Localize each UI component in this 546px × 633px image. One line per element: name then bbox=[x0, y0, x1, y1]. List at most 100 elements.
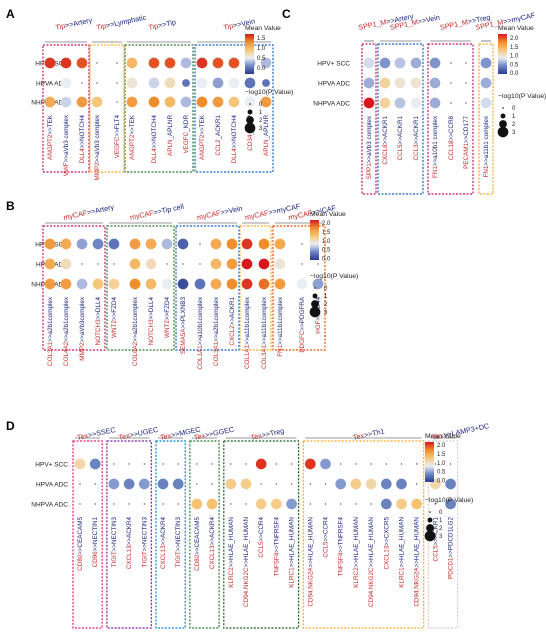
color-legend-tick: 1.0 bbox=[257, 46, 266, 52]
dot bbox=[92, 278, 104, 290]
group-frame bbox=[72, 440, 103, 629]
ligand-label: KLRC1 bbox=[289, 567, 296, 588]
receptor-label: _APLNR bbox=[263, 115, 270, 141]
group-header-cell: Tex bbox=[193, 431, 206, 442]
receptor-label: _KDR bbox=[183, 115, 190, 133]
ligand-label: TNFSF4 bbox=[273, 552, 280, 576]
size-legend-tick: 2 bbox=[512, 122, 516, 128]
ligand-label: CCL5 bbox=[323, 541, 330, 558]
ligand-label: CD94.NKG2C bbox=[243, 567, 250, 607]
receptor-label: >>ACKR4 bbox=[209, 517, 216, 546]
color-legend-tick: 0.5 bbox=[322, 248, 331, 254]
column-label: CD80>>CEACAM5 bbox=[194, 517, 201, 571]
column-label: COL3A1>>a2b1complex bbox=[47, 296, 54, 366]
dot bbox=[274, 258, 286, 270]
receptor-label: >>FZD4 bbox=[111, 297, 118, 321]
group-header: Tex>>SSEC bbox=[76, 425, 116, 442]
dot bbox=[226, 238, 238, 250]
ligand-label: CXCL8 bbox=[382, 144, 389, 165]
dot bbox=[44, 57, 56, 69]
size-legend-dot bbox=[429, 511, 431, 513]
dot bbox=[258, 258, 270, 270]
group-frame bbox=[175, 225, 240, 351]
dot-insignificant bbox=[79, 483, 81, 485]
dot-insignificant bbox=[162, 463, 164, 465]
receptor-label: >>a2b1complex bbox=[132, 296, 139, 342]
color-legend-tick: 0.0 bbox=[322, 256, 331, 262]
ligand-label: HGF bbox=[315, 320, 322, 333]
dot-insignificant bbox=[94, 503, 96, 505]
dot-insignificant bbox=[79, 503, 81, 505]
receptor-label: >>ACKR1 bbox=[229, 297, 236, 326]
dot bbox=[126, 77, 138, 89]
receptor-label: >>HLAE_HUMAN bbox=[243, 517, 250, 568]
dot-insignificant bbox=[275, 463, 278, 465]
group-header-cell: SPP1_M bbox=[358, 17, 388, 32]
size-legend-tick: 0 bbox=[324, 286, 328, 292]
ligand-label: CCL5 bbox=[432, 545, 439, 562]
dot bbox=[92, 238, 104, 250]
ligand-label: COL3A1 bbox=[261, 344, 268, 369]
dot-insignificant bbox=[96, 82, 98, 84]
group-header-target: >>Lymphatic bbox=[105, 13, 147, 30]
group-header-cell: Tip bbox=[55, 21, 66, 32]
column-label: KLRC1>>HLAE_HUMAN bbox=[289, 517, 296, 588]
dot bbox=[76, 96, 88, 108]
receptor-label: >>TEK bbox=[47, 114, 54, 134]
dot-insignificant bbox=[450, 62, 452, 64]
receptor-label: >>TEK bbox=[129, 114, 136, 134]
ligand-label: TIGIT bbox=[111, 551, 118, 567]
receptor-label: >>HLAE_HUMAN bbox=[399, 517, 406, 568]
column-label: TIGIT>>NECTIN3 bbox=[175, 517, 182, 568]
ligand-label: FN1 bbox=[432, 166, 439, 178]
group-header: Tip>>Lymphatic bbox=[96, 13, 148, 32]
group-header-cell: Tip bbox=[96, 21, 107, 32]
size-legend-tick: 2 bbox=[259, 118, 263, 124]
ligand-label: TNFSF4 bbox=[338, 552, 345, 576]
dot bbox=[182, 79, 190, 87]
dot bbox=[260, 57, 272, 69]
dot-insignificant bbox=[275, 483, 278, 485]
column-label: ANGPT2>>TEK bbox=[129, 114, 136, 160]
column-label: CXCL2>>ACKR1 bbox=[229, 297, 236, 346]
receptor-label: >>a10b1complex bbox=[197, 296, 204, 345]
color-legend-title: Mean Value bbox=[245, 25, 281, 32]
dot-insignificant bbox=[94, 483, 96, 485]
dot bbox=[138, 478, 150, 490]
dot bbox=[429, 77, 441, 89]
dot bbox=[89, 458, 101, 470]
dot bbox=[60, 238, 72, 250]
group-header-cell: myCAF bbox=[129, 208, 155, 222]
receptor-label: >>FLT4 bbox=[114, 115, 121, 137]
column-label: VEGFC_KDR bbox=[183, 115, 190, 154]
receptor-label: >>DLL4 bbox=[95, 297, 102, 320]
size-legend-dot bbox=[246, 116, 254, 124]
dot-insignificant bbox=[465, 82, 467, 84]
receptor-label: >>TEK bbox=[199, 114, 206, 134]
ligand-label: MMP2 bbox=[94, 162, 101, 181]
dot bbox=[244, 77, 256, 89]
dot-insignificant bbox=[465, 62, 467, 64]
dot bbox=[363, 97, 375, 109]
dot bbox=[76, 278, 88, 290]
receptor-label: >>a2b1complex bbox=[47, 296, 54, 342]
column-label: ANGPT2>>TEK bbox=[199, 114, 206, 160]
dot bbox=[60, 77, 72, 89]
size-legend-title: −log10(P Value) bbox=[245, 89, 293, 96]
size-legend-dot bbox=[249, 103, 251, 105]
dot-insignificant bbox=[301, 263, 303, 265]
ligand-label: CCL3 bbox=[413, 144, 420, 161]
dot-insignificant bbox=[465, 102, 467, 104]
size-legend-tick: 3 bbox=[259, 126, 263, 132]
receptor-label: >>ACKR1 bbox=[397, 116, 404, 145]
dot bbox=[274, 238, 286, 250]
dot bbox=[44, 96, 56, 108]
dot bbox=[148, 96, 160, 108]
group-frame bbox=[106, 440, 152, 629]
ligand-label: CCL5 bbox=[397, 144, 404, 161]
group-header-cell: Tip bbox=[223, 21, 234, 32]
row-label: NHPVA ADC bbox=[313, 101, 350, 108]
column-label: TNFSF4>>TNFRSF4 bbox=[273, 517, 280, 577]
column-label: COL1A1>>a10b1complex bbox=[197, 296, 204, 369]
